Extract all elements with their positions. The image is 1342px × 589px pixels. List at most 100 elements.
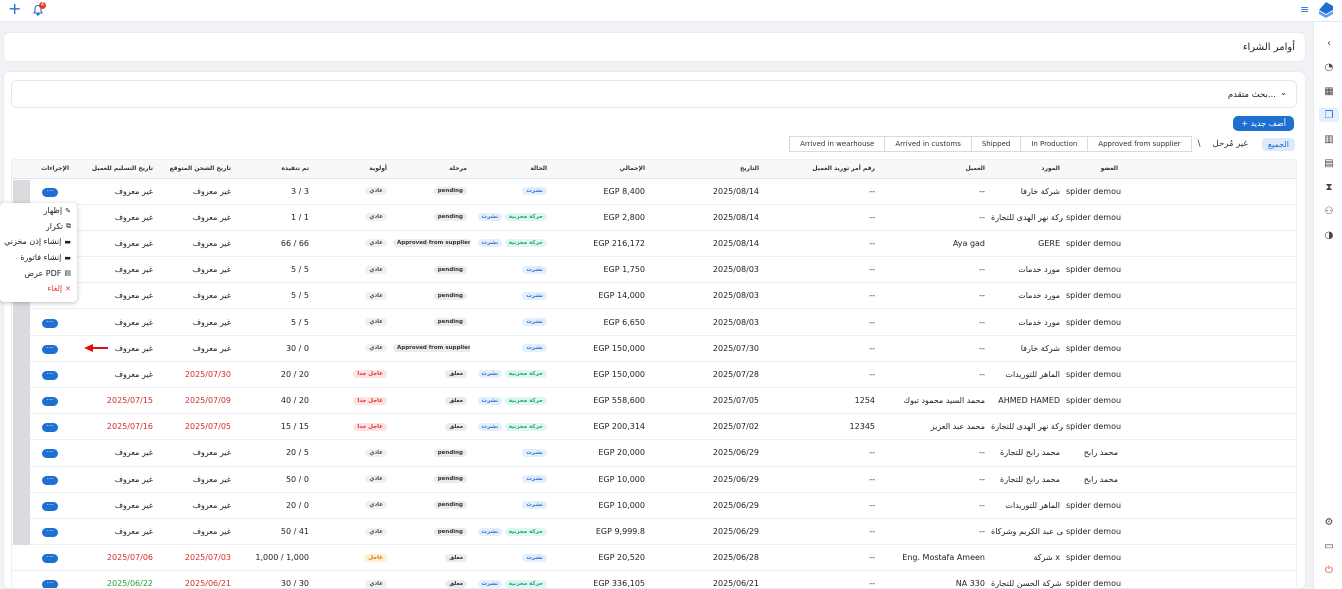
- number-cell[interactable]: 77 /1: [1121, 308, 1296, 336]
- more-actions-button[interactable]: ···: [42, 554, 58, 564]
- number-cell[interactable]: 69 /1: [1121, 570, 1296, 588]
- supplier-cell[interactable]: شركة خارفا: [988, 335, 1063, 362]
- users-icon[interactable]: ⚇: [1324, 205, 1334, 217]
- number-cell[interactable]: 74 /1: [1121, 387, 1296, 415]
- add-icon[interactable]: +: [8, 0, 22, 18]
- column-header[interactable]: العضو: [1063, 160, 1121, 179]
- table-row[interactable]: ··· غير معروف غير معروف 20 / 0 عادي pending نش…: [12, 492, 1296, 519]
- filter-stage[interactable]: Approved from supplier: [1087, 136, 1192, 152]
- column-header[interactable]: أولوية: [312, 160, 390, 179]
- number-cell[interactable]: 76 /1: [1121, 335, 1296, 362]
- hourglass-icon[interactable]: ⧗: [1325, 181, 1333, 193]
- menu-icon[interactable]: ≡: [1300, 3, 1310, 16]
- column-header[interactable]: مرحلة: [390, 160, 470, 179]
- supplier-cell[interactable]: شركة نهر الهدى للتجارة: [988, 204, 1063, 231]
- number-cell[interactable]: 70 /1: [1121, 544, 1296, 572]
- gear-icon[interactable]: ⚙: [1324, 516, 1334, 528]
- filter-stage[interactable]: Shipped: [970, 136, 1022, 152]
- column-header[interactable]: تاريخ التسليم للعميل: [72, 160, 156, 179]
- menu-item[interactable]: تكرار ⧉: [0, 219, 77, 235]
- cart-icon[interactable]: ▦: [1324, 85, 1334, 97]
- table-row[interactable]: ··· غير معروف غير معروف 20 / 5 عادي pending نش…: [12, 439, 1296, 467]
- purchase-orders-icon[interactable]: ❐: [1319, 108, 1339, 122]
- supplier-cell[interactable]: شركة الحسن للتجارة: [988, 570, 1063, 588]
- supplier-cell[interactable]: مورد خدمات: [988, 256, 1063, 284]
- payments-icon[interactable]: ▤: [1324, 157, 1334, 169]
- reports-icon[interactable]: ◑: [1324, 229, 1334, 241]
- advanced-search[interactable]: بحث متقدم... ⌄: [11, 80, 1297, 108]
- table-row[interactable]: ··· غير معروف غير معروف 30 / 0 عادي Approved …: [12, 335, 1296, 362]
- column-header[interactable]: التاريخ: [648, 160, 762, 179]
- supplier-cell[interactable]: شركة العروبة لصناعة البن - محمد فتحى محم…: [988, 518, 1063, 546]
- table-row[interactable]: ··· غير معروف 2025/07/30 20 / 20 عاجل جدا معل…: [12, 361, 1296, 389]
- table-row[interactable]: ··· غير معروف غير معروف 50 / 41 عادي pending ن…: [12, 518, 1296, 546]
- number-cell[interactable]: 73 /1: [1121, 413, 1296, 441]
- supplier-cell[interactable]: مورد خدمات: [988, 308, 1063, 336]
- more-actions-button[interactable]: ···: [42, 370, 58, 380]
- table-row[interactable]: ··· 2025/07/16 2025/07/05 15 / 15 عاجل جدا مع…: [12, 413, 1296, 441]
- menu-item[interactable]: إنشاء إذن مخزني ▬: [0, 234, 77, 250]
- number-cell[interactable]: 80 /1: [1121, 230, 1296, 258]
- supplier-cell[interactable]: الماهر للتوريدات: [988, 361, 1063, 389]
- add-new-button[interactable]: + أضف جديد: [1233, 116, 1294, 131]
- table-row[interactable]: ··· غير معروف غير معروف 50 / 0 عادي pending نش…: [12, 466, 1296, 493]
- number-cell[interactable]: 82 /1: [1121, 178, 1296, 205]
- column-header[interactable]: المورد: [988, 160, 1063, 179]
- more-actions-button[interactable]: ···: [42, 501, 58, 511]
- power-icon[interactable]: ⏻: [1325, 564, 1333, 576]
- screen-icon[interactable]: ▭: [1324, 540, 1334, 552]
- column-header[interactable]: الرقم: [1121, 160, 1296, 179]
- number-cell[interactable]: 78 /1: [1121, 282, 1296, 310]
- number-cell[interactable]: 79 /1: [1121, 256, 1296, 284]
- supplier-cell[interactable]: شركة x: [988, 544, 1063, 572]
- filter-all[interactable]: الجميع: [1261, 137, 1295, 151]
- column-header[interactable]: العميل: [878, 160, 988, 179]
- menu-item[interactable]: عرض PDF ▤: [0, 265, 77, 281]
- column-header[interactable]: تم تنفيذه: [234, 160, 312, 179]
- number-cell[interactable]: 81 /1: [1121, 204, 1296, 231]
- supplier-cell[interactable]: AHMED HAMED: [988, 387, 1063, 415]
- more-actions-button[interactable]: ···: [42, 397, 58, 407]
- supplier-cell[interactable]: الماهر للتوريدات: [988, 492, 1063, 519]
- column-header[interactable]: رقم أمر توريد العميل: [762, 160, 878, 179]
- filter-stage[interactable]: Arrived in wearhouse: [789, 136, 886, 152]
- number-cell[interactable]: 3 /4: [1121, 466, 1296, 493]
- more-actions-button[interactable]: ···: [42, 475, 58, 485]
- table-row[interactable]: ··· 2025/06/22 2025/06/21 30 / 30 عادي معلق نش…: [12, 570, 1296, 588]
- number-cell[interactable]: 4 /4: [1121, 439, 1296, 467]
- supplier-cell[interactable]: محمد رابح للتجارة: [988, 466, 1063, 493]
- table-row[interactable]: ··· 2025/07/15 2025/07/09 40 / 20 عاجل جدا مع…: [12, 387, 1296, 415]
- chevron-left-icon[interactable]: ‹: [1327, 37, 1331, 49]
- more-actions-button[interactable]: ···: [42, 187, 58, 197]
- filter-stage[interactable]: In Production: [1020, 136, 1089, 152]
- number-cell[interactable]: 72 /1: [1121, 492, 1296, 519]
- column-header[interactable]: الإجمالي: [550, 160, 648, 179]
- menu-item[interactable]: إظهار ✎: [0, 203, 77, 219]
- more-actions-button[interactable]: ···: [42, 528, 58, 538]
- menu-item[interactable]: إنشاء فاتورة ▬: [0, 250, 77, 266]
- column-header[interactable]: الإجراءات: [12, 160, 72, 179]
- column-header[interactable]: الحالة: [470, 160, 550, 179]
- supplier-cell[interactable]: شركة خارفا: [988, 178, 1063, 205]
- table-row[interactable]: ··· غير معروف غير معروف 3 / 3 عادي pending نشر…: [12, 178, 1296, 205]
- filter-stage[interactable]: Arrived in customs: [884, 136, 972, 152]
- documents-icon[interactable]: ▥: [1324, 133, 1334, 145]
- supplier-cell[interactable]: محمد رابح للتجارة: [988, 439, 1063, 467]
- more-actions-button[interactable]: ···: [42, 318, 58, 328]
- column-header[interactable]: تاريخ الشحن المتوقع: [156, 160, 234, 179]
- supplier-cell[interactable]: مورد خدمات: [988, 282, 1063, 310]
- more-actions-button[interactable]: ···: [42, 580, 58, 588]
- number-cell[interactable]: 75 /1: [1121, 361, 1296, 389]
- supplier-cell[interactable]: GERE: [988, 230, 1063, 258]
- more-actions-button[interactable]: ···: [42, 449, 58, 459]
- table-row[interactable]: ··· 2025/07/06 2025/07/03 1,000 / 1,000 عاجل…: [12, 544, 1296, 572]
- more-actions-button[interactable]: ···: [42, 423, 58, 433]
- supplier-cell[interactable]: شركة نهر الهدى للتجارة: [988, 413, 1063, 441]
- more-actions-button[interactable]: ···: [42, 344, 58, 354]
- menu-item[interactable]: إلغاء ✕: [0, 281, 77, 297]
